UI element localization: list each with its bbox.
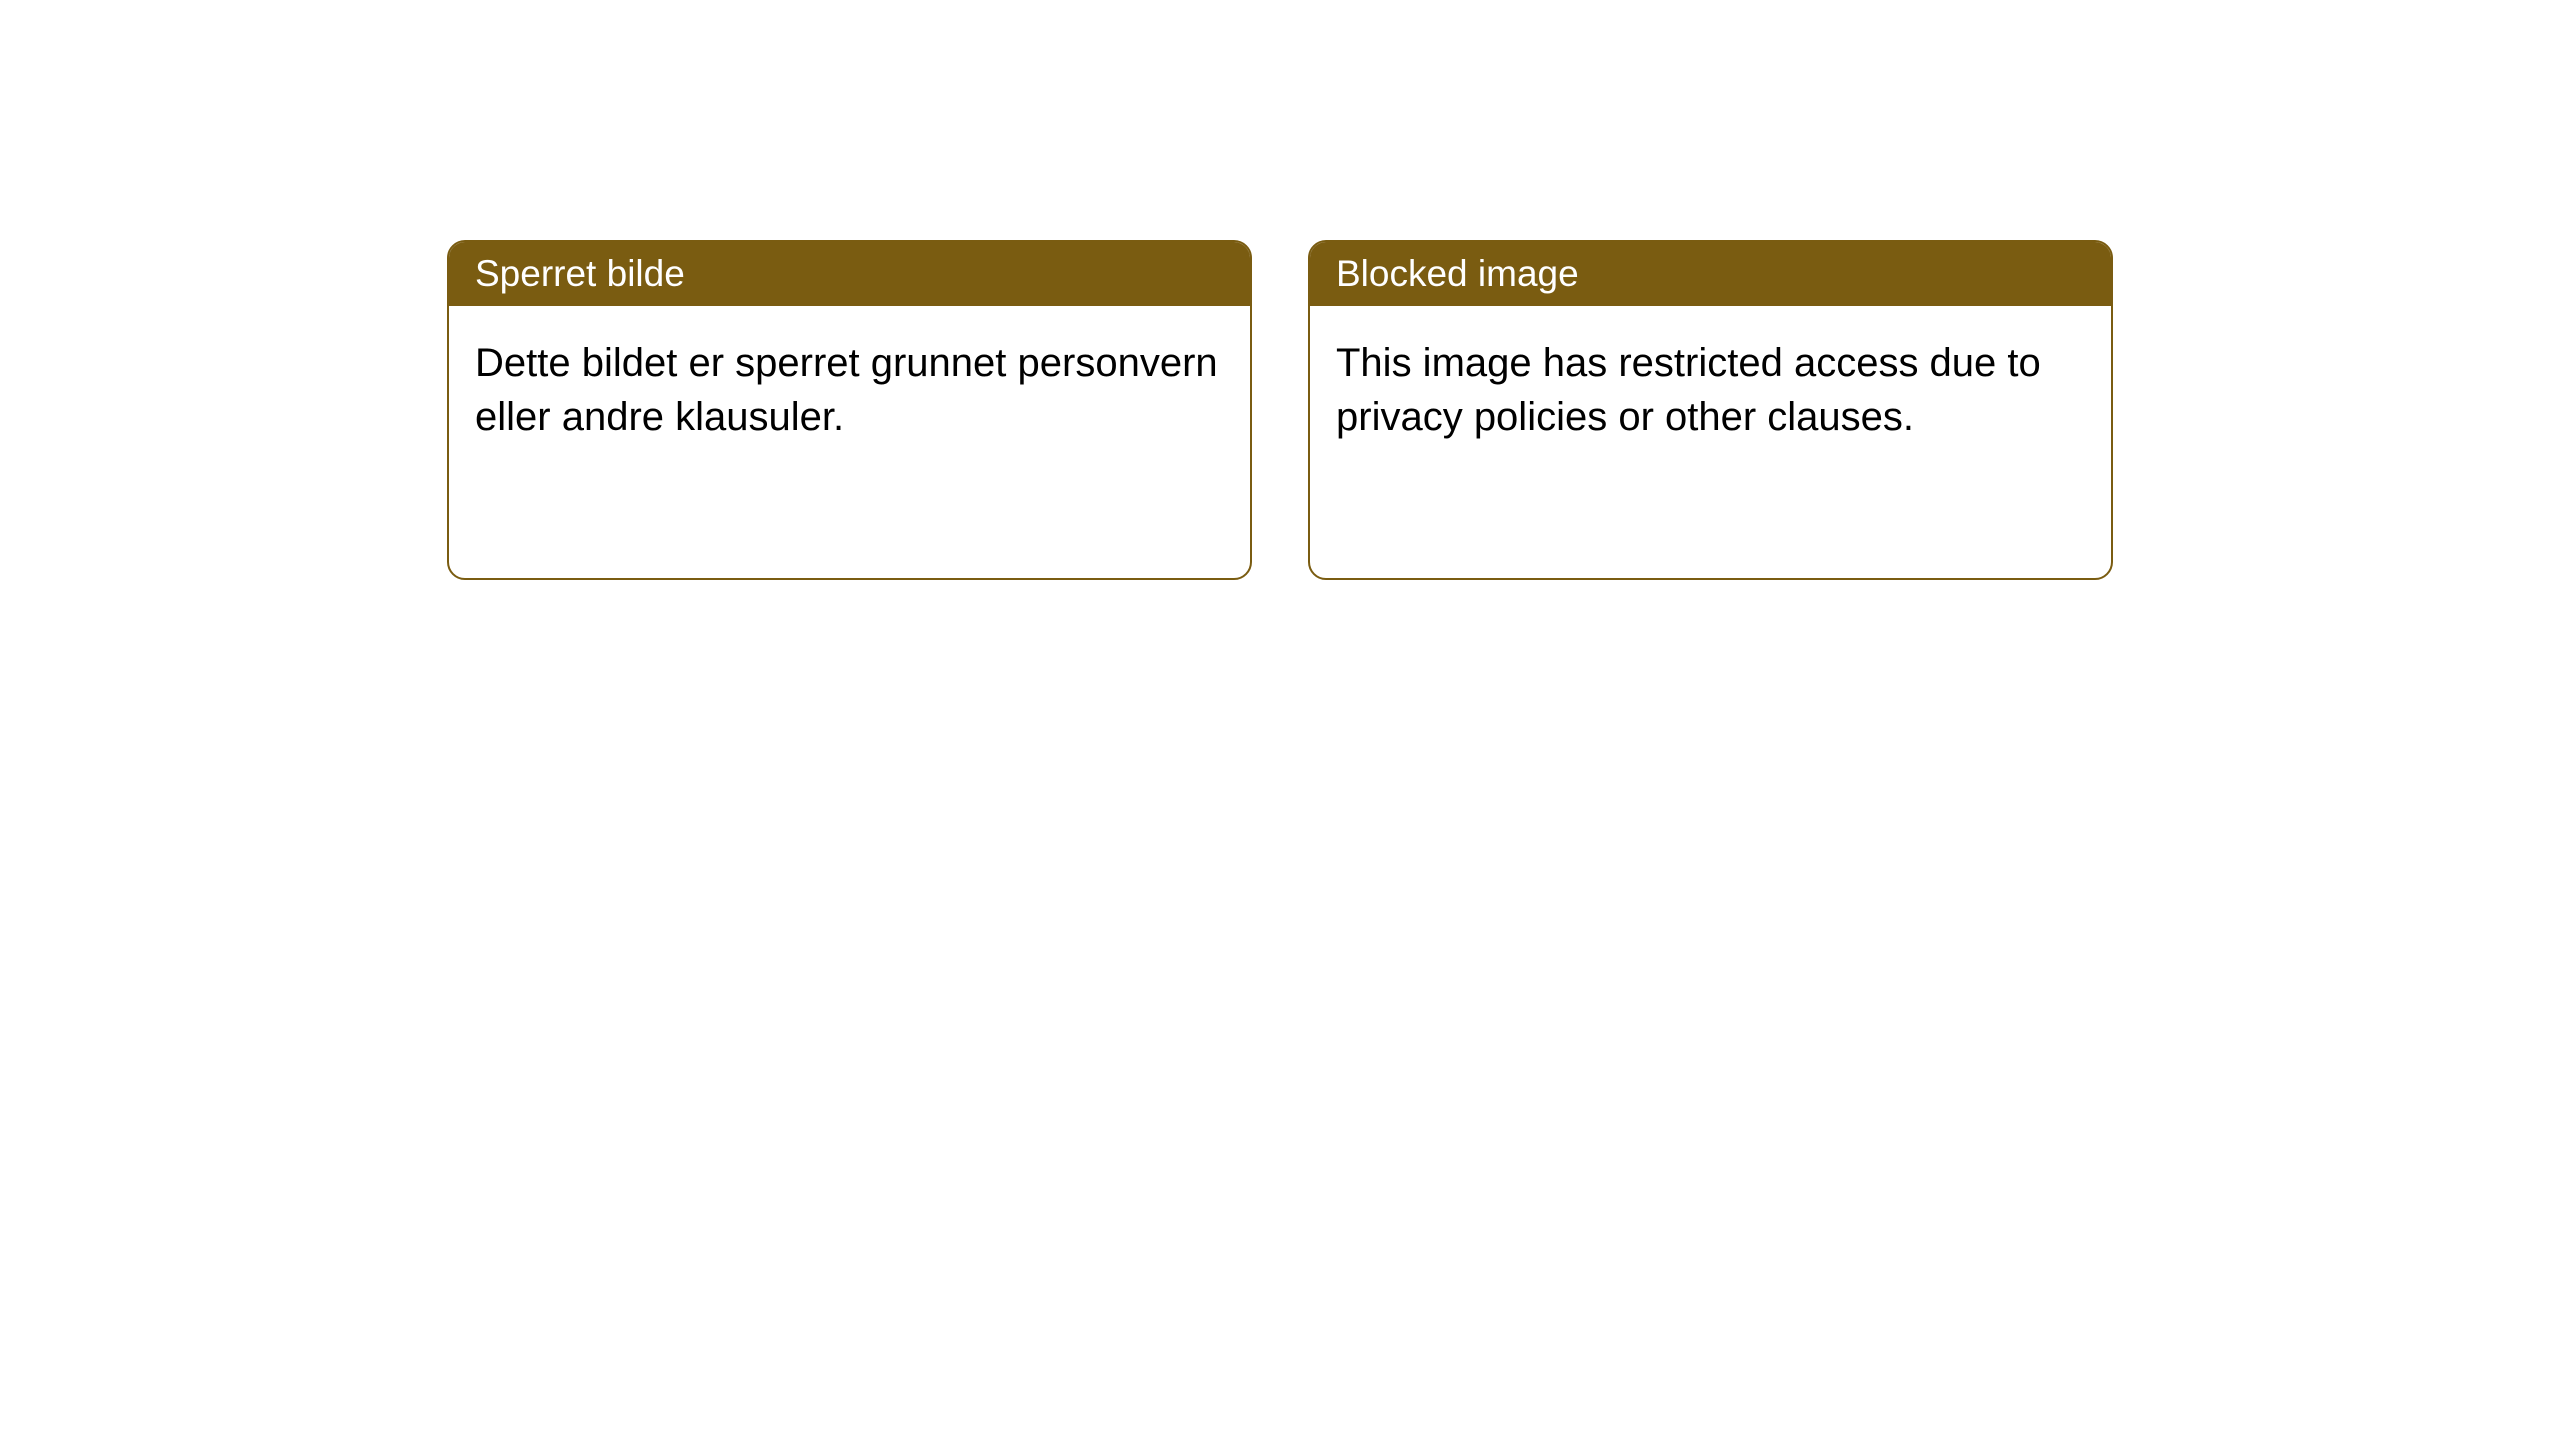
notice-container: Sperret bilde Dette bildet er sperret gr… [447,240,2113,580]
notice-card-english: Blocked image This image has restricted … [1308,240,2113,580]
notice-body-text: Dette bildet er sperret grunnet personve… [475,341,1218,439]
notice-header: Blocked image [1310,242,2111,306]
notice-card-norwegian: Sperret bilde Dette bildet er sperret gr… [447,240,1252,580]
notice-body: Dette bildet er sperret grunnet personve… [449,306,1250,474]
notice-header: Sperret bilde [449,242,1250,306]
notice-body-text: This image has restricted access due to … [1336,341,2041,439]
notice-title: Blocked image [1336,253,1579,294]
notice-body: This image has restricted access due to … [1310,306,2111,474]
notice-title: Sperret bilde [475,253,685,294]
